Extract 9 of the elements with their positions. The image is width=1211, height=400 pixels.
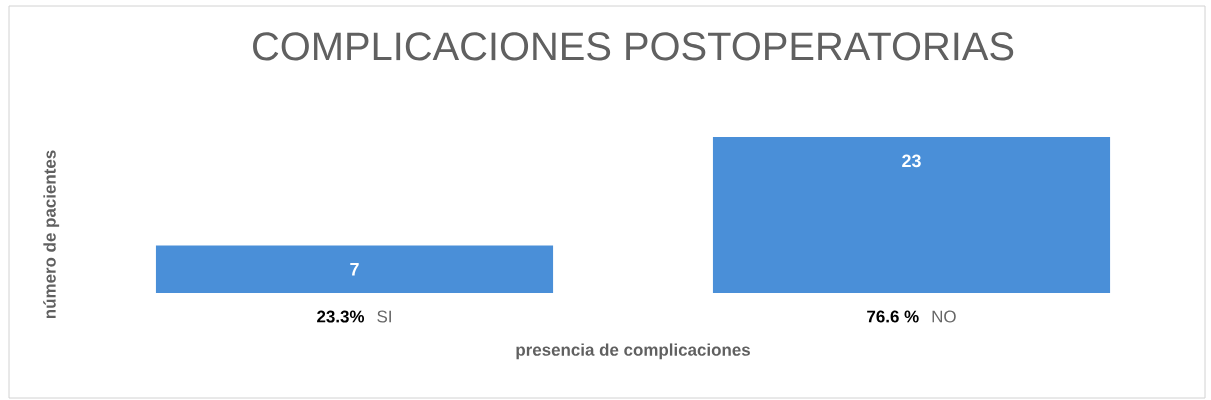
chart-title: COMPLICACIONES POSTOPERATORIAS — [253, 32, 1014, 61]
text: 23.3% — [317, 310, 365, 323]
y-axis-title: número de pacientes — [43, 150, 60, 319]
text: 76.6 % — [867, 310, 919, 323]
x-tick-label: NO — [932, 310, 956, 323]
data-label: 7 — [350, 263, 359, 276]
x-tick-label: SI — [377, 310, 391, 323]
x-axis-title: presencia de complicaciones — [516, 343, 750, 360]
data-label: 23 — [902, 154, 921, 168]
